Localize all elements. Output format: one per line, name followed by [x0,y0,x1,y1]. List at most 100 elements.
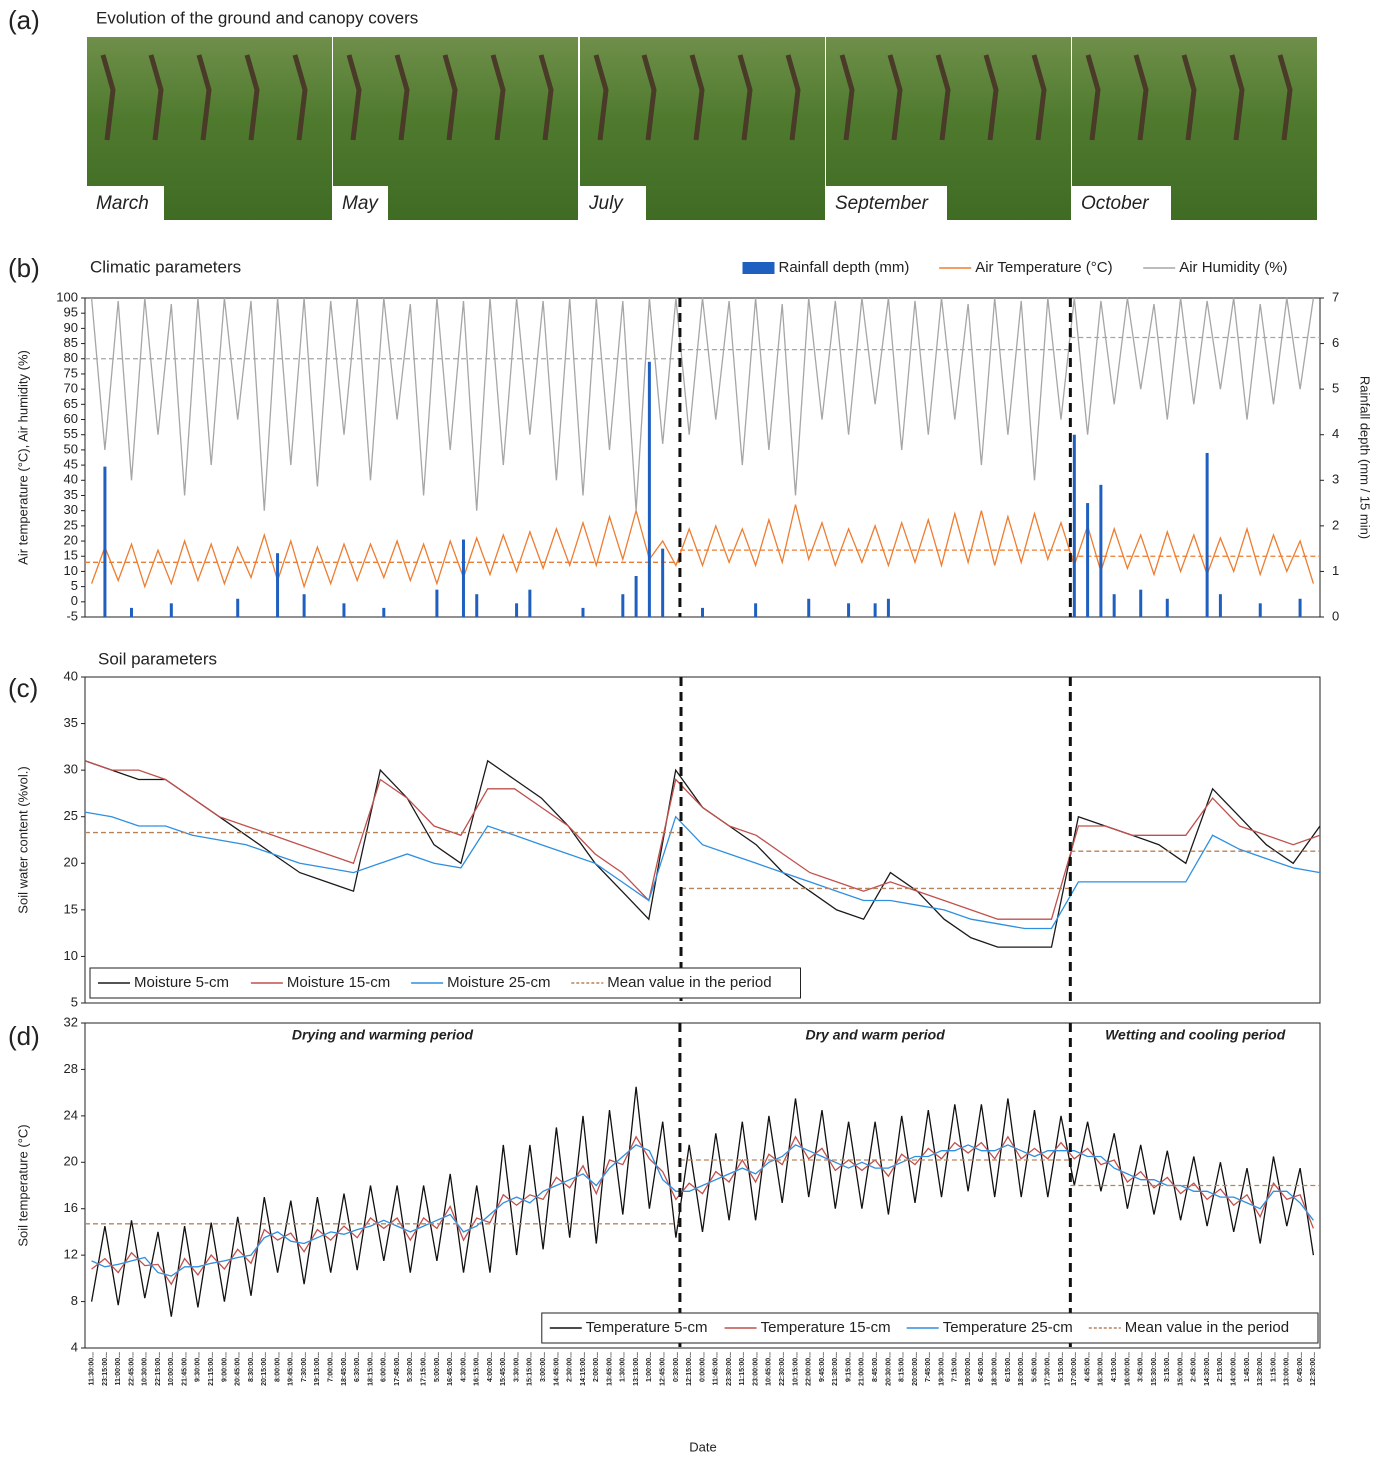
y-axis-label: Soil temperature (°C) [15,1124,30,1246]
x-tick-label: 7:15:00... [952,1352,959,1382]
y-tick-label: 0 [71,593,78,608]
x-tick-label: 23:30:00... [726,1352,733,1386]
photo-caption: September [835,193,929,214]
series-line [84,760,1321,920]
y-tick-label: 60 [64,411,78,426]
y-tick-label: 85 [64,335,78,350]
x-tick-label: 2:00:00... [593,1352,600,1382]
photo-vine [244,54,260,141]
legend-label: Mean value in the period [1125,1319,1289,1336]
y-tick-label: 20 [64,532,78,547]
x-tick-label: 16:30:00... [1098,1352,1105,1386]
y2-tick-label: 1 [1332,563,1339,578]
x-tick-label: 5:15:00... [1058,1352,1065,1382]
y-tick-label: 8 [71,1293,78,1308]
bar [1086,503,1090,617]
bar [276,553,280,617]
x-tick-label: 11:00:00... [115,1352,122,1386]
x-axis-label: Date [689,1439,716,1454]
x-tick-label: 19:00:00... [965,1352,972,1386]
x-tick-label: 18:00:00... [1018,1352,1025,1386]
plot-frame [84,676,1321,1004]
panel-label: (c) [8,673,38,703]
x-tick-label: 20:30:00... [885,1352,892,1386]
y-tick-label: 16 [64,1200,78,1215]
photo-vine [442,54,458,141]
y-tick-label: 25 [64,517,78,532]
photo-caption: July [588,193,624,214]
x-tick-label: 3:00:00... [540,1352,547,1382]
photo-vine [887,54,903,141]
panel-label: (b) [8,253,40,283]
panel-title: Soil parameters [98,649,217,668]
x-tick-label: 20:00:00... [912,1352,919,1386]
x-tick-label: 20:45:00... [235,1352,242,1386]
bar [1099,484,1103,617]
photo-vine [1085,54,1101,141]
bar [661,548,665,617]
x-tick-label: 21:45:00... [181,1352,188,1386]
photo-vine [1133,54,1149,141]
bar [382,607,386,617]
bar [886,598,890,617]
x-tick-label: 3:45:00... [1138,1352,1145,1382]
photo-vine [1181,54,1197,141]
x-tick-label: 14:30:00... [1204,1352,1211,1386]
bar [475,594,479,617]
bar [647,361,651,617]
x-tick-label: 8:30:00... [248,1352,255,1382]
legend-box [89,967,801,999]
series-line [91,1135,1315,1286]
photo-vine [1277,54,1293,141]
x-tick-label: 10:30:00... [142,1352,149,1386]
photo-vine [935,54,951,141]
y-tick-label: 20 [64,855,78,870]
x-tick-label: 2:15:00... [1217,1352,1224,1382]
y-tick-label: 15 [64,548,78,563]
photo-vine [148,54,164,141]
period-label: Wetting and cooling period [1105,1027,1286,1043]
x-tick-label: 12:30:00... [1310,1352,1317,1386]
caption-box [333,186,388,220]
x-tick-label: 22:00:00... [806,1352,813,1386]
photo-caption: October [1081,193,1149,214]
x-tick-label: 17:00:00... [1071,1352,1078,1386]
x-tick-label: 0:30:00... [673,1352,680,1382]
x-tick-label: 21:15:00... [208,1352,215,1386]
x-tick-label: 21:30:00... [832,1352,839,1386]
y-tick-label: 25 [64,808,78,823]
x-tick-label: 9:15:00... [845,1352,852,1382]
legend-swatch [742,262,775,274]
photo-vine [839,54,855,141]
y2-tick-label: 7 [1332,289,1339,304]
x-tick-label: 15:15:00... [527,1352,534,1386]
legend-label: Mean value in the period [607,974,771,991]
photo-caption: March [96,193,149,214]
x-tick-label: 5:00:00... [434,1352,441,1382]
y2-tick-label: 2 [1332,517,1339,532]
panel-label: (d) [8,1021,40,1051]
x-tick-label: 2:45:00... [1191,1352,1198,1382]
x-tick-label: 15:30:00... [1151,1352,1158,1386]
bar [169,603,173,617]
y-tick-label: 50 [64,441,78,456]
bar [342,603,346,617]
bar [1205,452,1209,617]
bar [807,598,811,617]
x-tick-label: 15:45:00... [500,1352,507,1386]
bar [1112,594,1116,617]
y-axis-label: Air temperature (°C), Air humidity (%) [15,350,30,565]
x-tick-label: 22:45:00... [128,1352,135,1386]
y-tick-label: 35 [64,487,78,502]
y-tick-label: 32 [64,1014,78,1029]
x-tick-label: 19:45:00... [288,1352,295,1386]
photo-vine [538,54,554,141]
y-tick-label: 45 [64,457,78,472]
y-tick-label: 70 [64,381,78,396]
y2-tick-label: 6 [1332,335,1339,350]
x-tick-label: 11:30:00... [88,1352,95,1386]
legend-label: Air Temperature (°C) [975,259,1112,276]
x-tick-label: 10:15:00... [792,1352,799,1386]
bar [1165,598,1169,617]
y-tick-label: 55 [64,426,78,441]
